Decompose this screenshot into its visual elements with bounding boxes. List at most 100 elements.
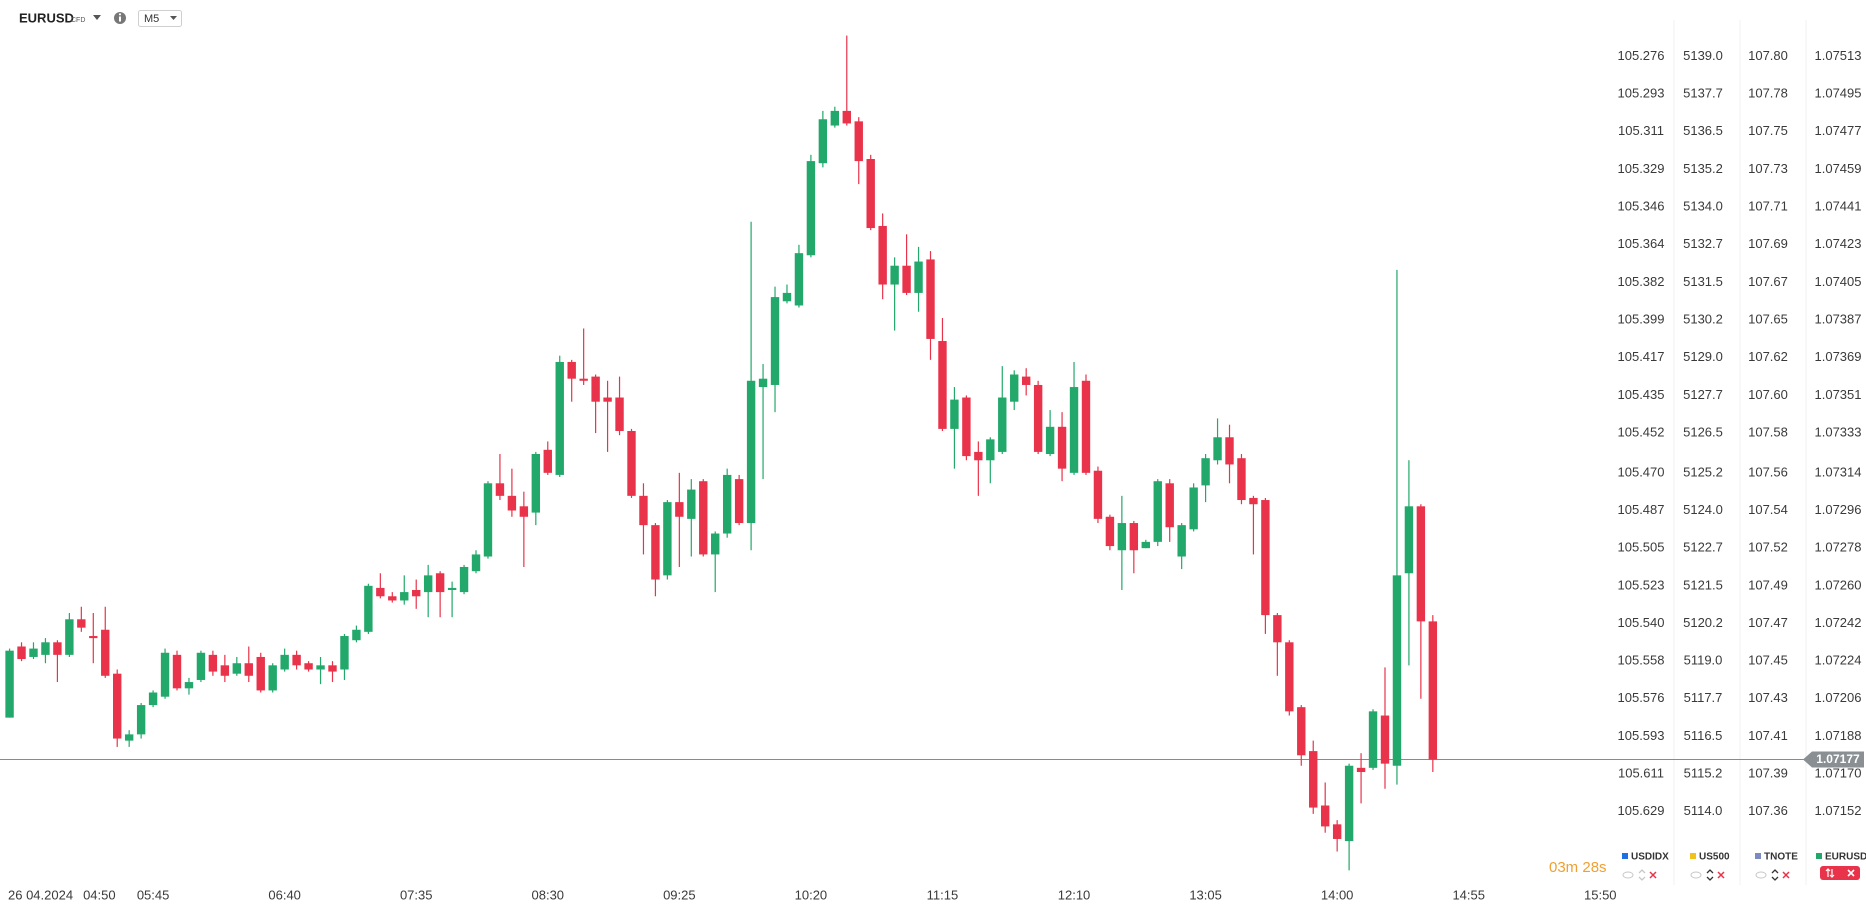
y-tick-label: 1.07477 <box>1815 123 1862 138</box>
candle-body <box>1332 824 1342 839</box>
scale-label: 5120.2 <box>1683 615 1723 630</box>
candle-body <box>722 474 732 534</box>
scale-label: 107.36 <box>1748 803 1788 818</box>
y-tick-label: 1.07369 <box>1815 349 1862 364</box>
scale-label: 107.45 <box>1748 653 1788 668</box>
scale-label: 105.276 <box>1618 48 1665 63</box>
candle-body <box>1356 767 1366 773</box>
candle-body <box>711 533 720 555</box>
candle-body <box>1261 500 1270 616</box>
visibility-icon[interactable] <box>1622 871 1634 879</box>
candle-body <box>1344 765 1354 842</box>
candle-body <box>1297 707 1306 756</box>
y-tick-label: 1.07152 <box>1815 803 1862 818</box>
eurusd-controls[interactable] <box>1820 866 1860 880</box>
y-tick-label: 1.07260 <box>1815 577 1862 592</box>
candle-body <box>280 654 289 670</box>
candle-body <box>603 397 612 402</box>
scale-label: 107.67 <box>1748 274 1788 289</box>
candle-body <box>1380 715 1390 764</box>
candle-body <box>854 121 863 162</box>
scale-label: 5129.0 <box>1683 349 1723 364</box>
candle-body <box>495 483 505 496</box>
scale-label: 5126.5 <box>1683 425 1723 440</box>
scale-label: 107.60 <box>1748 387 1788 402</box>
y-tick-label: 1.07278 <box>1815 540 1862 555</box>
candle-body <box>866 159 875 229</box>
candle-body <box>519 506 529 517</box>
timeframe-select[interactable] <box>138 10 182 27</box>
x-tick-label: 13:05 <box>1189 887 1222 902</box>
scale-label: 5139.0 <box>1683 48 1723 63</box>
remove-icon[interactable] <box>1717 871 1725 879</box>
scale-label: 107.52 <box>1748 540 1788 555</box>
x-tick-label: 12:10 <box>1058 887 1091 902</box>
info-icon-dot <box>118 13 122 16</box>
y-tick-label: 1.07423 <box>1815 236 1862 251</box>
scale-label: 107.39 <box>1748 766 1788 781</box>
last-price-tag <box>1803 751 1864 768</box>
remove-icon[interactable] <box>1649 871 1657 879</box>
scale-label: 5132.7 <box>1683 236 1723 251</box>
info-icon-bar <box>119 16 121 22</box>
scale-label: 105.382 <box>1618 274 1665 289</box>
candle-body <box>160 652 170 697</box>
visibility-icon[interactable] <box>1755 871 1767 879</box>
scale-label: 5136.5 <box>1683 123 1723 138</box>
candle-body <box>483 483 493 557</box>
candle-body <box>591 376 600 402</box>
scale-label: 107.62 <box>1748 349 1788 364</box>
symbol[interactable]: EURUSD <box>19 10 74 25</box>
y-tick-label: 1.07513 <box>1815 48 1862 63</box>
scale-label: 105.558 <box>1618 653 1665 668</box>
candle-body <box>579 378 588 381</box>
y-tick-label: 1.07170 <box>1815 766 1862 781</box>
candle-body <box>1392 575 1402 766</box>
eurusd-close-icon[interactable] <box>1847 869 1855 877</box>
symbol-dropdown[interactable] <box>93 15 101 20</box>
x-tick-label: 06:40 <box>268 887 301 902</box>
candle-body <box>531 454 541 513</box>
candle-body <box>1045 426 1055 455</box>
candle-body <box>328 665 337 672</box>
candle-body <box>878 225 887 285</box>
y-tick-label: 1.07314 <box>1815 464 1862 479</box>
candle-body <box>388 596 397 601</box>
scale-label: 105.593 <box>1618 728 1665 743</box>
scale-label: 107.71 <box>1748 199 1788 214</box>
candle-body <box>1129 523 1139 551</box>
candle-body <box>1213 437 1222 461</box>
remove-icon[interactable] <box>1782 871 1790 879</box>
candle-body <box>1416 506 1426 622</box>
x-tick-label: 15:50 <box>1584 887 1617 902</box>
y-tick-label: 1.07459 <box>1815 161 1862 176</box>
candle-body <box>627 430 636 496</box>
order-icon[interactable] <box>1706 869 1714 881</box>
y-tick-label: 1.07188 <box>1815 728 1862 743</box>
candle-body <box>1309 751 1318 808</box>
candle-body <box>962 397 971 457</box>
order-icon[interactable] <box>1638 869 1646 881</box>
candle-body <box>459 566 469 593</box>
candle-body <box>1117 523 1127 551</box>
scale-label: 107.69 <box>1748 236 1788 251</box>
scale-label: 105.364 <box>1618 236 1665 251</box>
legend-swatch <box>1690 853 1696 859</box>
candle-body <box>17 646 26 660</box>
candle-body <box>507 495 517 511</box>
candle-body <box>113 673 122 739</box>
candle-body <box>1428 621 1438 760</box>
visibility-icon[interactable] <box>1690 871 1702 879</box>
candle-body <box>615 397 624 431</box>
scale-label: 5124.0 <box>1683 502 1723 517</box>
x-tick-label: 07:35 <box>400 887 433 902</box>
y-tick-label: 1.07405 <box>1815 274 1862 289</box>
x-tick-label: 11:15 <box>927 887 959 902</box>
scale-label: 105.417 <box>1618 349 1665 364</box>
badge: CFD <box>71 17 85 24</box>
scale-label: 107.58 <box>1748 425 1788 440</box>
candle-body <box>699 481 708 555</box>
order-icon[interactable] <box>1771 869 1779 881</box>
